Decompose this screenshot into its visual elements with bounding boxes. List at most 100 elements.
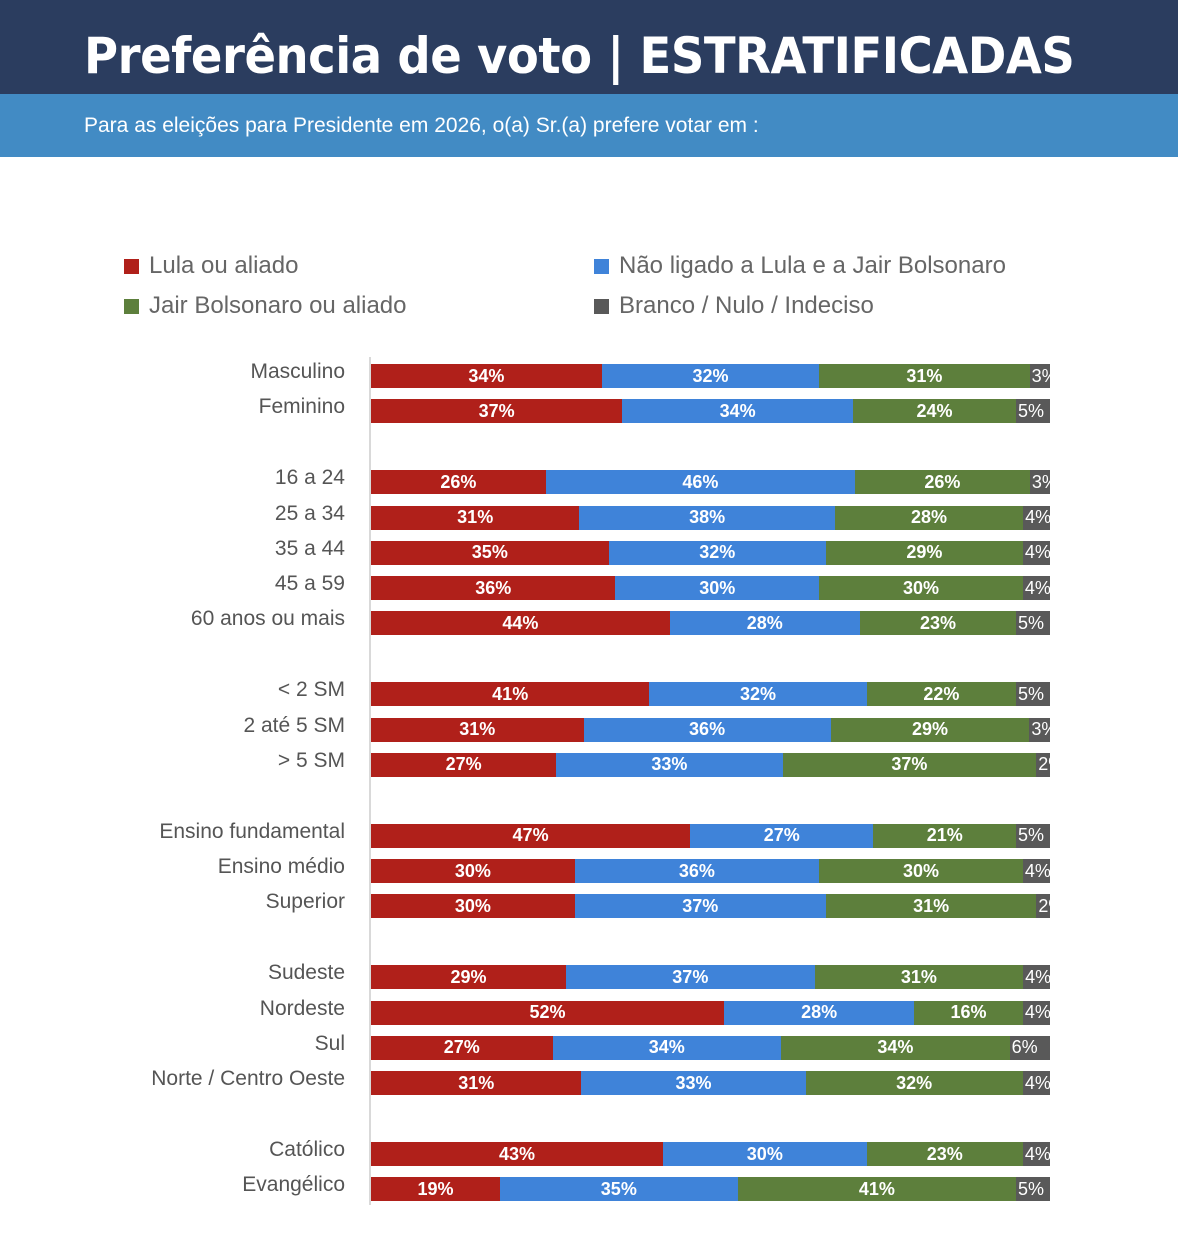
category-label: 35 a 44 [274, 536, 345, 560]
data-label: 6% [1011, 1037, 1038, 1058]
data-label: 3% [1031, 365, 1050, 386]
data-label: 29% [906, 542, 943, 563]
bar-segment-bolsonaro: 31% [819, 364, 1030, 388]
data-label: 41% [858, 1178, 895, 1199]
bar-segment-branco-nulo: 3% [1029, 470, 1050, 495]
data-label: 52% [529, 1002, 566, 1023]
data-label: 4% [1025, 966, 1050, 987]
data-label: 30% [746, 1143, 783, 1164]
data-label: 26% [440, 471, 477, 492]
bar-segment-nao-ligado: 30% [662, 1142, 867, 1167]
bar-segment-bolsonaro: 28% [834, 505, 1024, 530]
data-label: 4% [1024, 1143, 1050, 1164]
bar-segment-lula: 43% [371, 1142, 663, 1167]
category-label: Sul [314, 1031, 345, 1055]
data-label: 36% [678, 860, 715, 881]
bar-segment-branco-nulo: 4% [1023, 965, 1050, 990]
bar-segment-branco-nulo: 4% [1022, 576, 1050, 601]
bar-segment-branco-nulo: 2% [1036, 752, 1050, 777]
category-label: Católico [269, 1138, 345, 1162]
bar-segment-nao-ligado: 34% [552, 1035, 782, 1060]
bar-segment-lula: 26% [371, 470, 546, 495]
legend-label: Não ligado a Lula e a Jair Bolsonaro [619, 252, 1006, 279]
data-label: 41% [492, 683, 529, 704]
header-bar: Preferência de voto | ESTRATIFICADAS [0, 0, 1178, 94]
bar-segment-nao-ligado: 37% [565, 965, 815, 990]
bar-segment-lula: 41% [371, 682, 650, 707]
category-label: 60 anos ou mais [190, 607, 345, 631]
data-label: 37% [682, 895, 719, 916]
data-label: 32% [699, 542, 736, 563]
category-label: 25 a 34 [274, 501, 345, 525]
category-label: Ensino fundamental [159, 819, 345, 843]
bar-segment-lula: 44% [371, 611, 670, 636]
data-label: 23% [926, 1143, 963, 1164]
bar-segment-lula: 36% [371, 576, 616, 601]
data-label: 28% [801, 1002, 838, 1023]
bar-segment-bolsonaro: 37% [782, 752, 1037, 777]
subtitle: Para as eleições para Presidente em 2026… [84, 114, 759, 137]
data-label: 4% [1025, 507, 1050, 527]
data-label: 27% [763, 825, 800, 846]
bar-segment-bolsonaro: 32% [805, 1071, 1023, 1096]
bar-segment-bolsonaro: 29% [830, 717, 1030, 742]
bar-segment-bolsonaro: 23% [859, 611, 1017, 636]
legend-swatch [124, 258, 139, 274]
bar-segment-lula: 34% [371, 364, 602, 388]
legend-label: Jair Bolsonaro ou aliado [149, 292, 407, 319]
bar-segment-nao-ligado: 32% [649, 682, 867, 707]
bar-segment-lula: 27% [371, 752, 557, 777]
bar-segment-branco-nulo: 4% [1023, 505, 1050, 530]
category-label: 16 a 24 [274, 466, 345, 490]
legend-item-bolsonaro: Jair Bolsonaro ou aliado [124, 292, 407, 320]
bar-segment-branco-nulo: 4% [1022, 1142, 1050, 1167]
data-label: 28% [910, 507, 947, 527]
data-label: 5% [1018, 612, 1045, 633]
bar-segment-nao-ligado: 37% [574, 894, 826, 919]
bar-segment-lula: 29% [371, 965, 566, 990]
data-label: 2% [1038, 895, 1050, 916]
bar-segment-bolsonaro: 22% [866, 682, 1017, 707]
category-label: 2 até 5 SM [243, 713, 345, 737]
data-label: 36% [475, 577, 512, 598]
legend-label: Lula ou aliado [149, 252, 299, 279]
data-label: 37% [478, 400, 515, 421]
bar-segment-nao-ligado: 46% [545, 470, 856, 495]
category-label: Superior [265, 890, 345, 914]
data-label: 31% [906, 365, 943, 386]
data-label: 30% [902, 860, 939, 881]
subtitle-bar: Para as eleições para Presidente em 2026… [0, 94, 1178, 157]
data-label: 4% [1024, 1072, 1050, 1093]
bar-segment-nao-ligado: 33% [581, 1071, 806, 1096]
data-label: 4% [1024, 577, 1050, 598]
bar-segment-lula: 27% [371, 1035, 553, 1060]
data-label: 28% [746, 612, 783, 633]
bar-segment-bolsonaro: 30% [819, 859, 1023, 884]
bar-segment-lula: 37% [371, 399, 623, 424]
data-label: 34% [468, 365, 505, 386]
category-label: < 2 SM [277, 678, 345, 702]
bar-segment-nao-ligado: 35% [500, 1177, 738, 1202]
data-label: 3% [1031, 719, 1050, 740]
data-label: 4% [1024, 1002, 1050, 1023]
data-label: 31% [459, 719, 496, 740]
category-label: Feminino [258, 395, 345, 419]
data-label: 30% [699, 577, 736, 598]
bar-segment-branco-nulo: 5% [1016, 823, 1050, 848]
data-label: 35% [600, 1178, 637, 1199]
category-label: 45 a 59 [274, 572, 345, 596]
category-label: Norte / Centro Oeste [151, 1067, 345, 1091]
data-label: 30% [454, 895, 491, 916]
data-label: 44% [502, 612, 539, 633]
bar-segment-nao-ligado: 32% [608, 540, 826, 565]
data-label: 29% [450, 966, 487, 987]
data-label: 37% [891, 754, 928, 775]
data-label: 34% [648, 1037, 685, 1058]
bar-segment-lula: 31% [371, 505, 580, 530]
bar-segment-nao-ligado: 34% [622, 399, 854, 424]
bar-segment-branco-nulo: 5% [1016, 611, 1050, 636]
data-label: 32% [896, 1072, 933, 1093]
data-label: 19% [417, 1178, 454, 1199]
data-label: 29% [911, 719, 948, 740]
legend-swatch [594, 298, 609, 314]
